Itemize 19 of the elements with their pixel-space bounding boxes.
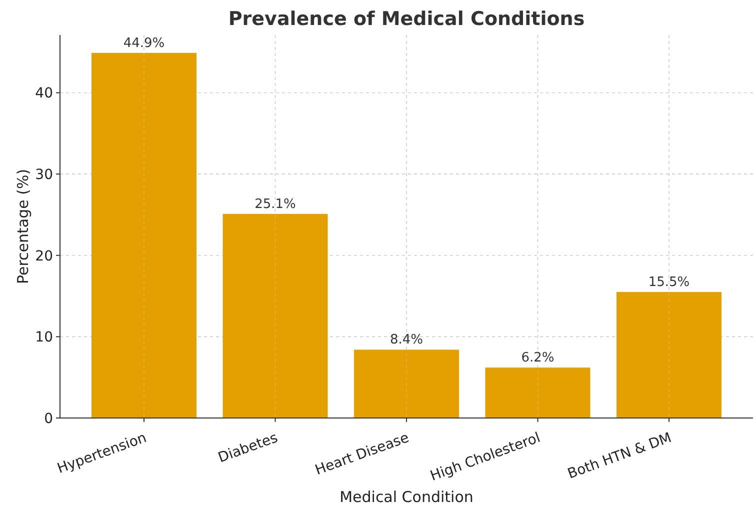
y-axis-title: Percentage (%) <box>14 168 32 284</box>
y-tick-label: 20 <box>35 248 53 264</box>
x-axis-title: Medical Condition <box>340 488 474 506</box>
bar <box>485 368 590 418</box>
y-tick-label: 0 <box>44 410 53 427</box>
y-tick-label: 40 <box>35 86 53 102</box>
bar <box>222 214 328 418</box>
data-label: 44.9% <box>123 36 165 51</box>
chart-title: Prevalence of Medical Conditions <box>228 8 585 30</box>
x-tick-label: Both HTN & DM <box>566 430 674 482</box>
data-label: 8.4% <box>390 332 424 348</box>
bar <box>354 350 459 418</box>
bar <box>92 52 196 418</box>
bar <box>616 292 722 418</box>
data-label: 6.2% <box>521 350 554 366</box>
y-tick-label: 10 <box>35 330 53 346</box>
data-label: 15.5% <box>648 274 690 290</box>
y-tick-label: 30 <box>35 166 53 183</box>
data-label: 25.1% <box>254 196 296 212</box>
